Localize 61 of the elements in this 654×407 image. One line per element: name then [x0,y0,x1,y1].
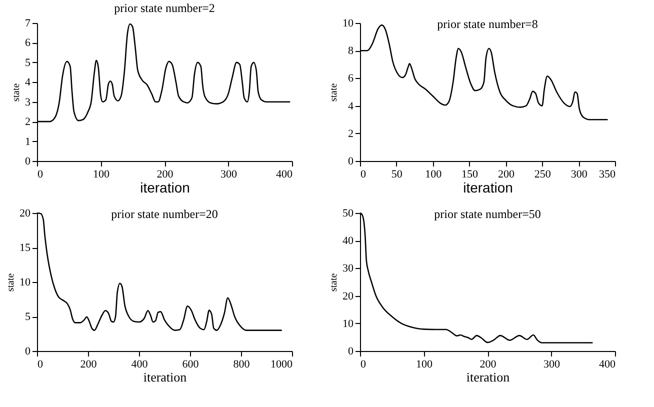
x-tick-label: 0 [360,358,366,370]
chart-title: prior state number=8 [437,17,538,31]
x-tick-label: 600 [182,358,200,370]
x-axis-title: iteration [143,370,188,384]
y-axis-title: state [6,272,16,292]
y-tick-label: 5 [25,56,31,69]
x-tick-label: 200 [480,358,497,370]
x-tick-label: 300 [570,168,588,180]
y-tick-label: 5 [25,311,31,323]
chart-title: prior state number=2 [114,1,215,15]
y-tick-label: 0 [348,156,354,168]
y-tick-label: 10 [20,276,31,288]
y-axis-title: state [328,82,340,102]
y-tick-label: 3 [25,96,31,108]
x-tick-label: 200 [80,358,98,370]
chart-title: prior state number=20 [111,207,218,221]
y-tick-label: 6 [25,37,31,50]
y-tick-label: 30 [342,262,354,275]
x-axis-title: iteration [466,370,510,384]
y-axis-title: state [328,272,340,292]
x-tick-label: 250 [534,168,552,180]
y-tick-label: 0 [348,346,354,358]
x-tick-label: 150 [462,168,479,180]
x-axis-title: iteration [463,180,513,196]
y-tick-label: 10 [342,18,354,30]
x-tick-label: 800 [233,358,250,370]
y-tick-label: 4 [25,76,31,89]
y-tick-label: 6 [348,72,354,85]
x-tick-label: 200 [156,168,174,180]
y-tick-label: 50 [342,208,354,220]
y-tick-label: 20 [342,290,354,302]
y-tick-label: 2 [25,116,30,128]
chart-title: prior state number=50 [434,207,541,221]
x-tick-label: 1000 [270,358,293,370]
x-tick-label: 300 [220,168,238,180]
y-tick-label: 15 [20,242,31,254]
y-tick-label: 1 [25,136,30,148]
x-tick-label: 400 [276,168,293,180]
x-tick-label: 100 [416,358,433,370]
x-tick-label: 100 [93,168,110,180]
y-tick-label: 7 [25,18,31,30]
x-tick-label: 100 [425,168,442,180]
x-tick-label: 400 [599,358,616,370]
x-tick-label: 300 [544,358,560,370]
y-tick-label: 4 [348,100,354,112]
x-axis-title: iteration [140,180,190,196]
x-tick-label: 400 [131,358,148,370]
x-tick-label: 50 [391,168,403,180]
x-tick-label: 0 [38,358,44,370]
y-tick-label: 0 [25,346,31,358]
x-tick-label: 200 [498,168,515,180]
x-tick-label: 0 [360,168,366,180]
y-tick-label: 2 [348,128,354,140]
x-tick-label: 0 [38,168,44,180]
y-tick-label: 10 [342,318,354,330]
x-tick-label: 350 [599,168,616,180]
y-tick-label: 40 [342,235,354,248]
y-axis-title: state [11,82,22,102]
y-tick-label: 8 [348,45,354,58]
y-tick-label: 20 [20,208,31,220]
y-tick-label: 0 [25,156,31,168]
